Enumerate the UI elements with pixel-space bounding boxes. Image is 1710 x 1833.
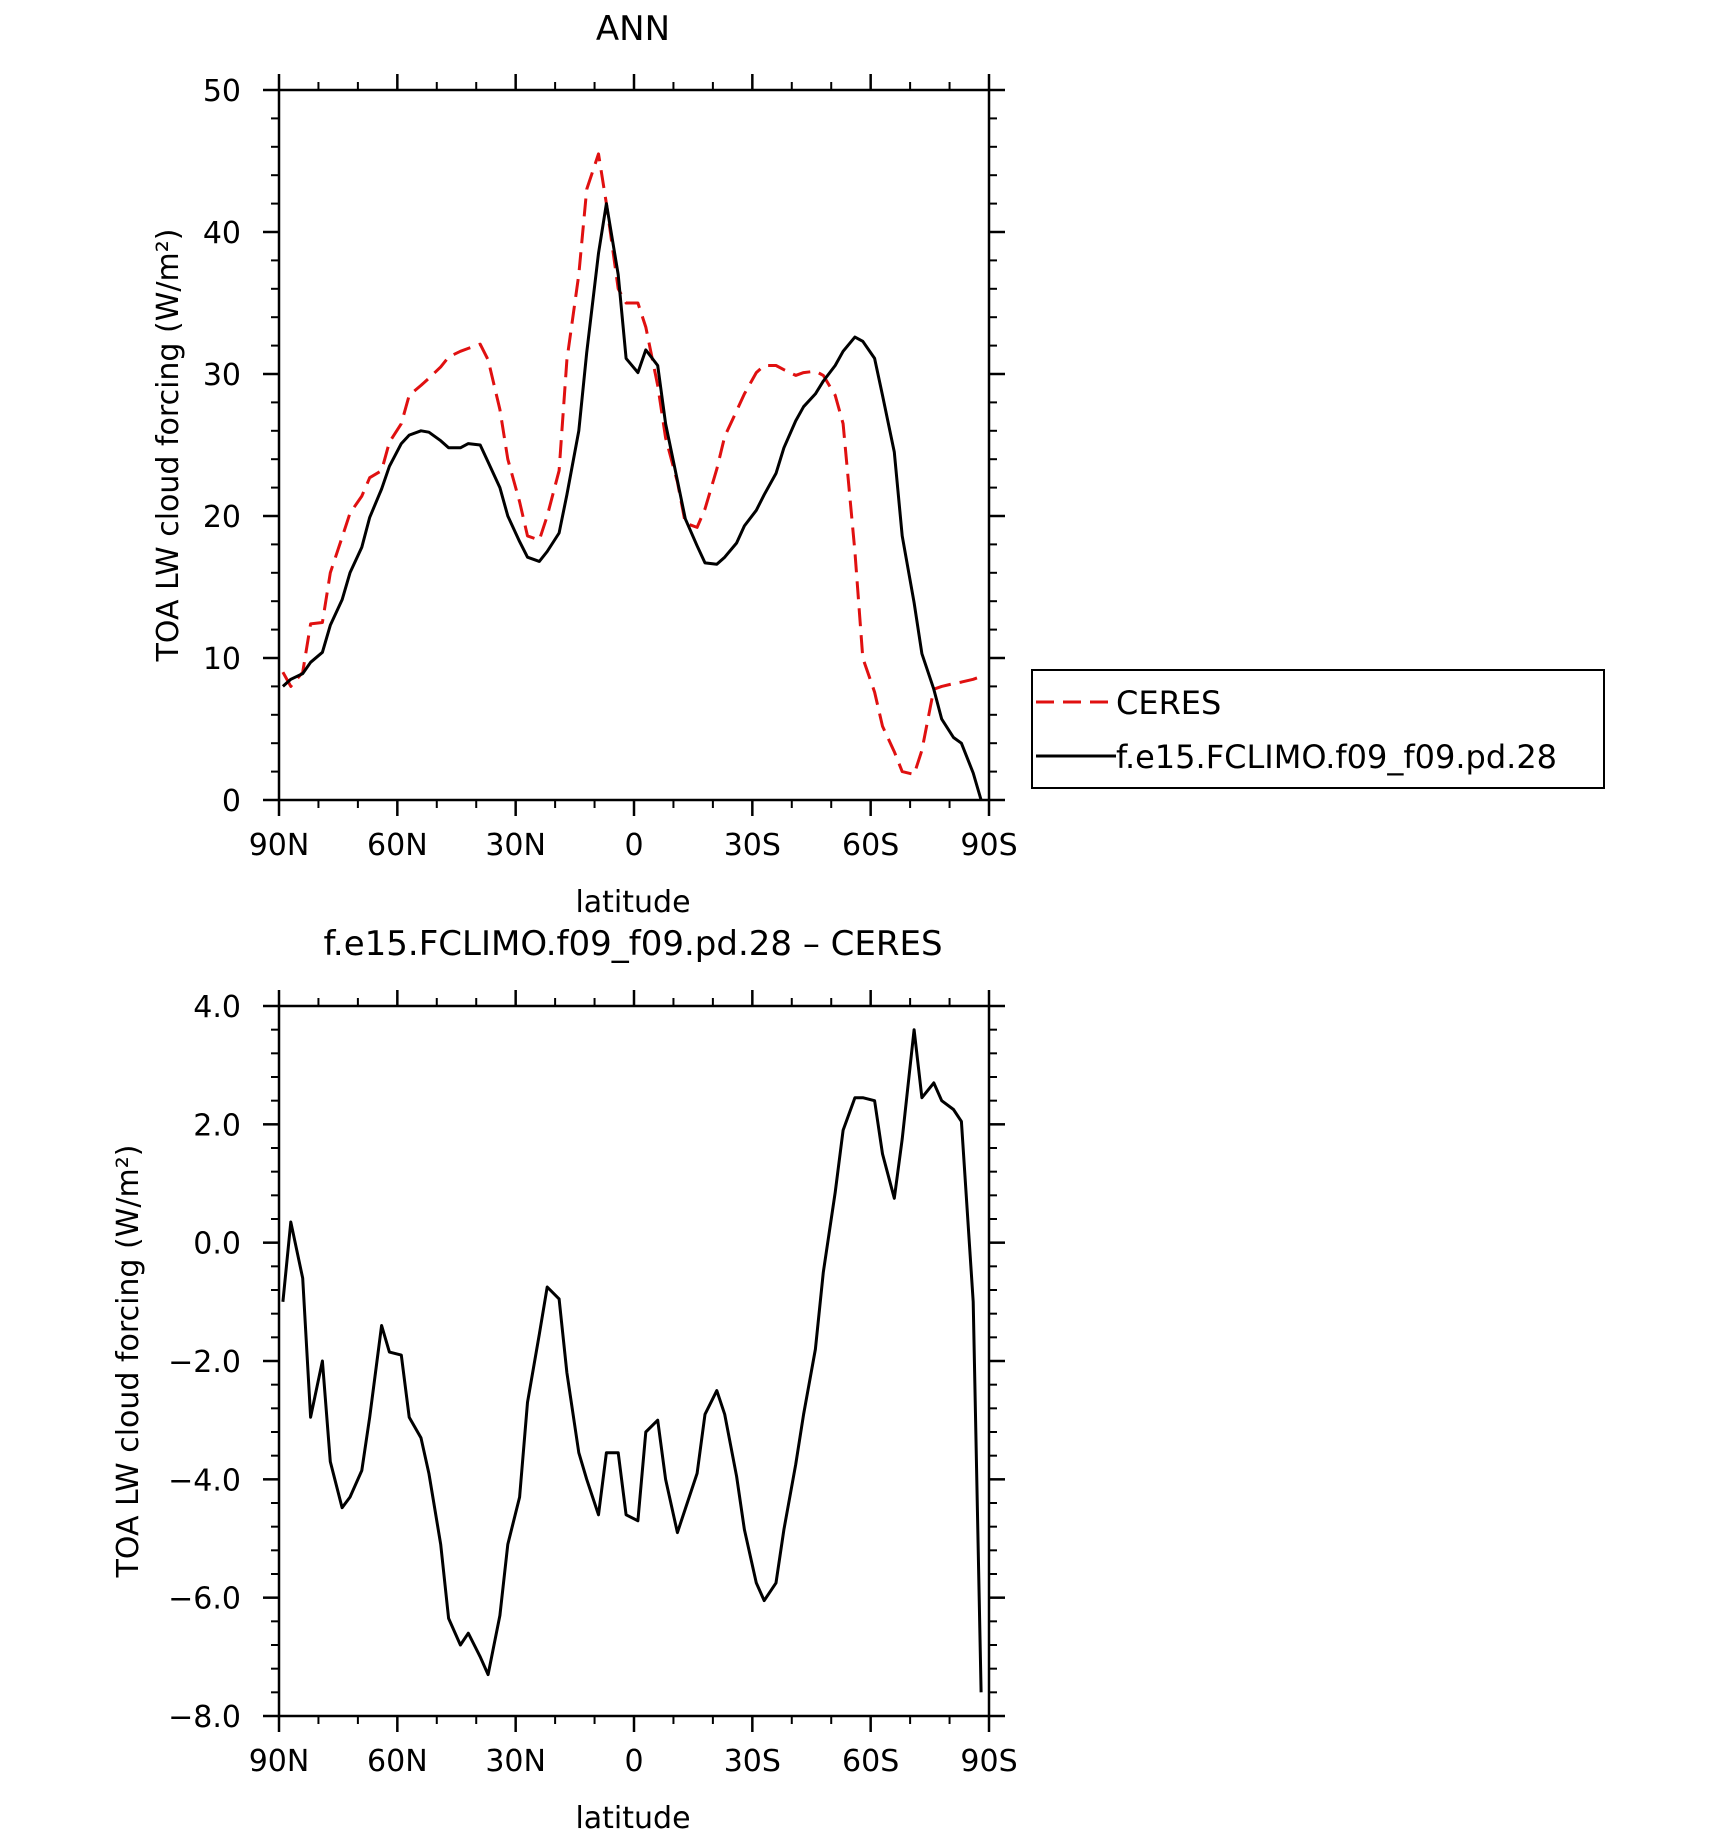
panel-bottom: f.e15.FCLIMO.f09_f09.pd.28 – CERES 90N 60… xyxy=(111,924,1018,1833)
x-tick-label: 30N xyxy=(485,1744,546,1779)
x-tick-labels-top: 90N 60N 30N 0 30S 60S 90S xyxy=(249,828,1018,863)
y-tick-label: −4.0 xyxy=(168,1463,241,1498)
legend: CERES f.e15.FCLIMO.f09_f09.pd.28 xyxy=(1031,669,1605,789)
x-tick-label: 30S xyxy=(724,1744,781,1779)
x-tick-labels-bottom: 90N 60N 30N 0 30S 60S 90S xyxy=(249,1744,1018,1779)
y-tick-label: 30 xyxy=(203,358,241,393)
x-tick-label: 0 xyxy=(624,828,643,863)
legend-label-model: f.e15.FCLIMO.f09_f09.pd.28 xyxy=(1116,738,1557,776)
y-tick-labels-bottom: −8.0 −6.0 −4.0 −2.0 0.0 2.0 4.0 xyxy=(168,990,241,1735)
y-tick-labels-top: 0 10 20 30 40 50 xyxy=(203,74,241,819)
y-tick-label: −8.0 xyxy=(168,1700,241,1735)
y-tick-label: 0.0 xyxy=(193,1227,241,1262)
x-axis-label-top: latitude xyxy=(575,885,690,920)
x-tick-label: 90N xyxy=(249,1744,310,1779)
legend-frame xyxy=(1031,669,1605,789)
panel-top: ANN 90N 60N 30N 0 30S 60S 90S 0 10 20 30 40 50 lati… xyxy=(151,9,1605,920)
x-tick-label: 60N xyxy=(367,1744,428,1779)
chart-title-top: ANN xyxy=(596,9,670,49)
y-axis-label-top: TOA LW cloud forcing (W/m²) xyxy=(151,229,186,663)
y-tick-label: 4.0 xyxy=(193,990,241,1025)
y-tick-label: −2.0 xyxy=(168,1345,241,1380)
y-tick-label: 40 xyxy=(203,216,241,251)
y-tick-label: −6.0 xyxy=(168,1582,241,1617)
tick-marks-top xyxy=(263,74,1005,816)
series-line-2 xyxy=(281,202,983,801)
x-tick-label: 30S xyxy=(724,828,781,863)
plot-frame-bottom xyxy=(277,1004,991,1718)
y-tick-label: 20 xyxy=(203,500,241,535)
x-axis-label-bottom: latitude xyxy=(575,1801,690,1833)
x-tick-label: 30N xyxy=(485,828,546,863)
x-tick-label: 60N xyxy=(367,828,428,863)
chart-title-bottom: f.e15.FCLIMO.f09_f09.pd.28 – CERES xyxy=(323,924,942,964)
legend-label-ceres: CERES xyxy=(1116,684,1221,722)
y-tick-label: 10 xyxy=(203,642,241,677)
series-line-1 xyxy=(281,1028,983,1693)
y-axis-label-bottom: TOA LW cloud forcing (W/m²) xyxy=(111,1145,146,1579)
x-tick-label: 60S xyxy=(842,1744,899,1779)
y-tick-label: 50 xyxy=(203,74,241,109)
x-tick-label: 0 xyxy=(624,1744,643,1779)
series-lines-top xyxy=(281,152,983,801)
plot-frame-top xyxy=(277,88,991,802)
x-tick-label: 90S xyxy=(960,1744,1017,1779)
x-tick-label: 60S xyxy=(842,828,899,863)
series-line-1 xyxy=(281,152,982,776)
y-tick-label: 2.0 xyxy=(193,1108,241,1143)
tick-marks-bottom xyxy=(263,990,1005,1732)
x-tick-label: 90N xyxy=(249,828,310,863)
series-lines-bottom xyxy=(281,1028,983,1693)
x-tick-label: 90S xyxy=(960,828,1017,863)
y-tick-label: 0 xyxy=(222,784,241,819)
